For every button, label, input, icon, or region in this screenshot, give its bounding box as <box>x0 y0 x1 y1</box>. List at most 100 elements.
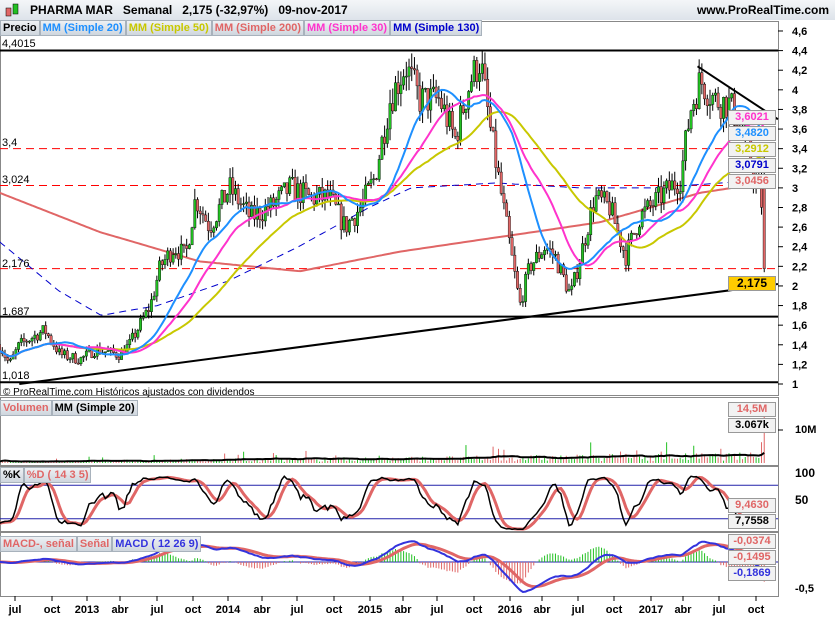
candle-body <box>554 254 557 256</box>
candle-body <box>141 316 145 319</box>
legend-signal[interactable]: Señal <box>76 536 113 552</box>
candle-body <box>339 203 343 231</box>
axis-tick-label: 1,4 <box>792 340 808 352</box>
legend-d[interactable]: %D ( 14 3 5) <box>23 467 92 483</box>
candle-body <box>762 187 766 269</box>
candle-body <box>19 338 23 343</box>
legend-ma130[interactable]: MM (Simple 130) <box>390 20 483 36</box>
candle-body <box>169 250 172 263</box>
value-box-volume-ma: 3.067k <box>728 418 776 433</box>
candle-body <box>244 201 248 204</box>
candle-body <box>263 206 267 222</box>
stoch-legend: %K %D ( 14 3 5) <box>0 467 92 483</box>
candle-body <box>581 243 584 264</box>
axis-tick: -0,5 <box>795 583 814 595</box>
candle-body <box>190 227 194 246</box>
candle-body <box>686 128 690 131</box>
candle-body <box>131 332 134 340</box>
panel-frame <box>0 21 779 396</box>
legend-ma30[interactable]: MM (Simple 30) <box>303 20 391 36</box>
ma200-line <box>0 182 765 273</box>
candle-body <box>33 334 37 339</box>
candle-body <box>366 183 370 186</box>
value-box-macd: -0,1869 <box>728 566 776 581</box>
candle-body <box>372 178 376 180</box>
candle-body <box>513 254 517 272</box>
legend-ma200[interactable]: MM (Simple 200) <box>211 20 304 36</box>
legend-macd[interactable]: MACD ( 12 26 9) <box>112 536 202 552</box>
candle-body <box>239 203 243 206</box>
level-label: 4,4015 <box>2 38 36 50</box>
value-box-ma130: 3,0791 <box>728 158 776 173</box>
legend-k[interactable]: %K <box>0 467 24 483</box>
panel-frame <box>0 532 779 597</box>
candle-body <box>76 362 80 365</box>
candle-body <box>253 205 256 220</box>
candle-body <box>638 226 641 236</box>
volume-legend: Volumen MM (Simple 20) <box>0 400 138 416</box>
candle-body <box>505 202 509 217</box>
candle-body <box>445 104 449 127</box>
candle-body <box>464 109 468 113</box>
candle-body <box>640 210 644 228</box>
candle-body <box>635 233 639 236</box>
candle-body <box>144 310 148 318</box>
axis-tick-label: 4 <box>792 85 799 97</box>
x-axis-label: jul <box>571 604 585 616</box>
candle-body <box>291 177 294 179</box>
legend-volume[interactable]: Volumen <box>0 400 52 416</box>
candle-body <box>646 200 650 208</box>
candle-body <box>507 216 511 238</box>
candle-body <box>182 243 186 246</box>
candle-body <box>402 76 405 86</box>
candle-body <box>610 202 614 216</box>
candle-body <box>578 263 582 279</box>
candle-body <box>589 207 593 236</box>
candle-body <box>385 128 389 144</box>
candle-body <box>364 184 368 200</box>
value-box-signal: -0,1495 <box>728 550 776 565</box>
candle-body <box>60 348 64 356</box>
candle-body <box>228 177 232 195</box>
candle-body <box>624 250 628 266</box>
candle-body <box>356 211 359 226</box>
level-label: 1,018 <box>2 370 30 382</box>
candlestick-icon <box>5 3 19 17</box>
candle-body <box>369 179 373 184</box>
candle-body <box>82 355 86 358</box>
candle-body <box>117 356 121 360</box>
candle-body <box>215 221 218 229</box>
x-axis-label: oct <box>326 604 343 616</box>
candle-body <box>177 253 180 260</box>
candle-body <box>272 197 275 207</box>
legend-precio[interactable]: Precio <box>0 20 40 36</box>
legend-ma20[interactable]: MM (Simple 20) <box>39 20 126 36</box>
axis-tick-label: 3,4 <box>792 144 808 156</box>
legend-ma50[interactable]: MM (Simple 50) <box>125 20 212 36</box>
candle-body <box>440 98 443 109</box>
level-label: 3,4 <box>2 137 18 149</box>
axis-tick: 50 <box>795 493 809 507</box>
axis-tick-label: 2 <box>792 281 798 293</box>
candle-body <box>193 199 197 228</box>
candle-body <box>65 350 69 360</box>
candle-body <box>36 334 39 341</box>
candle-body <box>247 201 251 217</box>
candle-body <box>632 232 636 235</box>
value-box-ma30: 3,6021 <box>728 110 776 125</box>
level-label: 2,176 <box>2 258 30 270</box>
legend-macd-hist[interactable]: MACD-, señal <box>0 536 77 552</box>
legend-volume-ma[interactable]: MM (Simple 20) <box>51 400 138 416</box>
candle-body <box>6 357 10 361</box>
x-axis-label: 2014 <box>216 604 241 616</box>
candle-body <box>179 243 183 260</box>
site-link[interactable]: www.ProRealTime.com <box>696 3 829 17</box>
candle-body <box>681 160 685 193</box>
candle-body <box>323 189 327 201</box>
axis-tick-label: 1 <box>792 379 798 391</box>
candle-body <box>261 219 264 222</box>
copyright: © ProRealTime.com Históricos ajustados c… <box>3 387 255 398</box>
ma30-line <box>0 94 766 358</box>
candle-body <box>499 171 503 194</box>
